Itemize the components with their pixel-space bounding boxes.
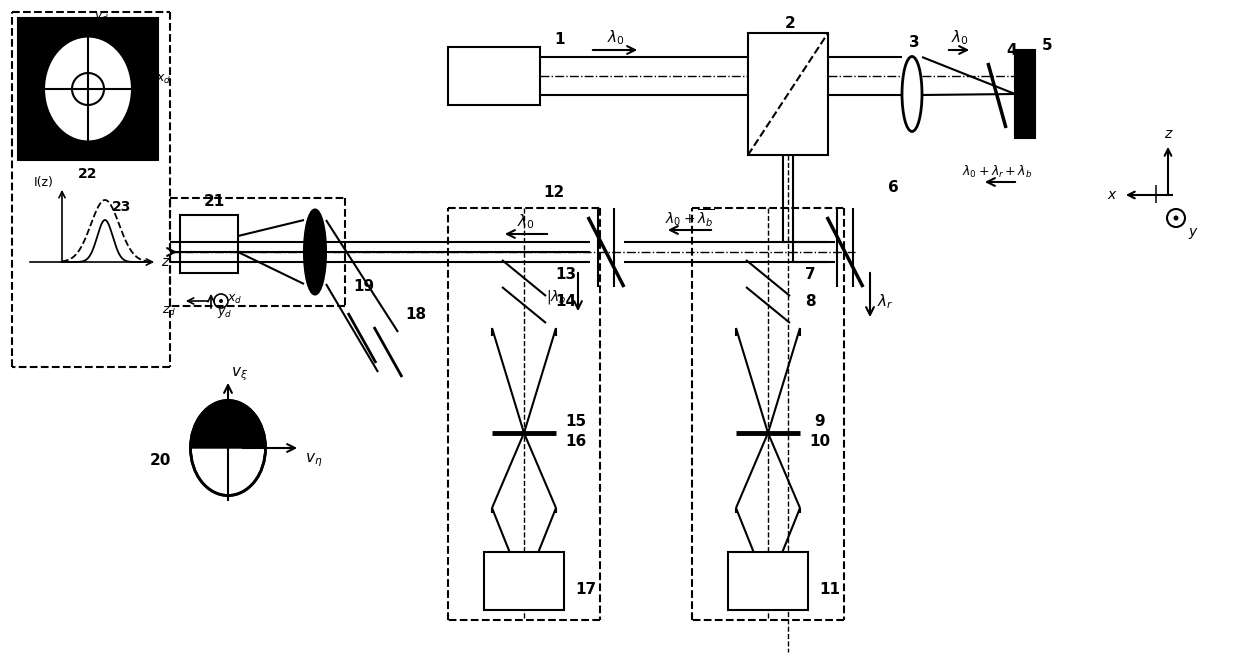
Ellipse shape <box>191 401 265 496</box>
Bar <box>180 215 238 273</box>
Bar <box>448 47 539 105</box>
Text: 1: 1 <box>554 31 565 46</box>
Text: $z_d$: $z_d$ <box>162 304 176 318</box>
Bar <box>748 33 828 155</box>
Text: 2: 2 <box>785 15 795 31</box>
Text: $v_\xi$: $v_\xi$ <box>232 365 248 383</box>
Text: |: | <box>1153 185 1159 203</box>
Text: 17: 17 <box>575 582 596 598</box>
Text: 15: 15 <box>565 413 587 429</box>
Text: 16: 16 <box>565 433 587 448</box>
Bar <box>1016 50 1035 138</box>
Text: y: y <box>1188 225 1197 239</box>
Ellipse shape <box>901 56 923 131</box>
Text: $\lambda_r$: $\lambda_r$ <box>877 293 893 312</box>
Text: 12: 12 <box>543 184 564 200</box>
Text: $x_d$: $x_d$ <box>156 72 171 86</box>
Circle shape <box>1173 216 1178 220</box>
Bar <box>19 18 157 160</box>
Text: 20: 20 <box>149 452 171 468</box>
Text: $y_d$: $y_d$ <box>217 306 233 320</box>
Text: I(z): I(z) <box>33 176 53 188</box>
Text: 3: 3 <box>909 34 919 50</box>
Text: z: z <box>161 255 169 269</box>
Polygon shape <box>191 401 265 448</box>
Bar <box>728 552 808 610</box>
Text: $y_d$: $y_d$ <box>94 10 109 24</box>
Text: 7: 7 <box>805 267 816 281</box>
Text: $|\lambda_b$: $|\lambda_b$ <box>546 288 567 306</box>
Text: 9: 9 <box>815 413 826 429</box>
Text: 11: 11 <box>820 582 841 598</box>
Bar <box>484 552 564 610</box>
Text: $x_d$: $x_d$ <box>227 292 243 306</box>
Text: 10: 10 <box>810 433 831 448</box>
Text: 14: 14 <box>556 293 577 308</box>
Text: 13: 13 <box>556 267 577 281</box>
Text: z: z <box>1164 127 1172 141</box>
Text: 19: 19 <box>353 279 374 293</box>
Text: 4: 4 <box>1007 42 1017 58</box>
Text: 21: 21 <box>203 194 224 208</box>
Text: 22: 22 <box>78 167 98 181</box>
Ellipse shape <box>43 36 131 141</box>
Circle shape <box>219 299 223 303</box>
Text: 8: 8 <box>805 293 816 308</box>
Text: 5: 5 <box>1042 38 1053 52</box>
Text: $\lambda_0$: $\lambda_0$ <box>517 212 534 231</box>
Text: x: x <box>1107 188 1115 202</box>
Text: 23: 23 <box>113 200 131 214</box>
Text: $\lambda_0$: $\lambda_0$ <box>951 29 968 48</box>
Text: $v_\eta$: $v_\eta$ <box>305 451 322 469</box>
Text: $\lambda_0$: $\lambda_0$ <box>608 29 625 48</box>
Ellipse shape <box>304 210 326 295</box>
Text: 18: 18 <box>405 306 427 322</box>
Text: $\lambda_0+\lambda_r+\lambda_b$: $\lambda_0+\lambda_r+\lambda_b$ <box>962 164 1032 180</box>
Text: 6: 6 <box>888 180 898 194</box>
Text: $\lambda_0+\overline{\lambda_b}$: $\lambda_0+\overline{\lambda_b}$ <box>666 207 714 229</box>
